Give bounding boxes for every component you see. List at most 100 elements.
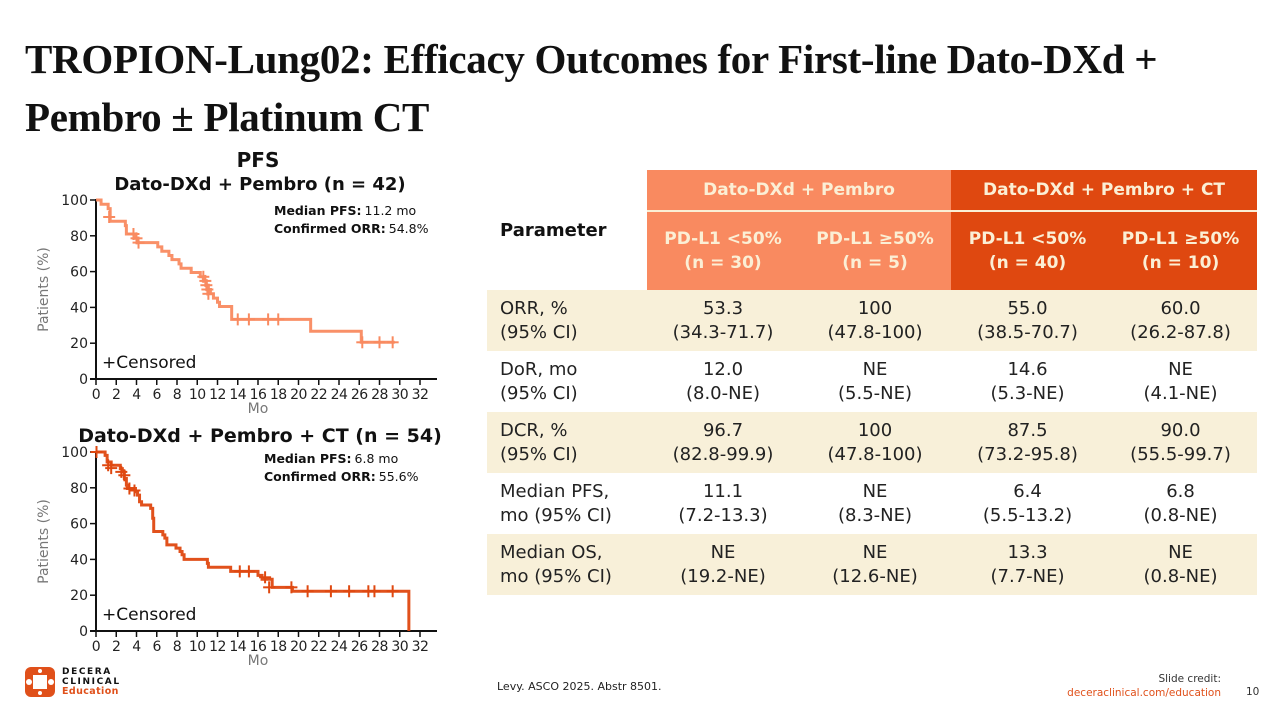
y-tick-label: 60 (70, 517, 88, 533)
table-cell: NE (8.3-NE) (799, 473, 951, 534)
censor-mark (373, 336, 386, 349)
cell-value: 90.0 (1160, 419, 1201, 441)
chart-annotation: Confirmed ORR: 55.6% (264, 469, 419, 484)
row-label: Median OS, mo (95% CI) (487, 534, 647, 595)
parameter-header: Parameter (487, 170, 647, 290)
x-tick-label: 18 (270, 639, 287, 655)
table-cell: 90.0 (55.5-99.7) (1104, 412, 1258, 473)
table-row: Median PFS, mo (95% CI) 11.1 (7.2-13.3) NE (8… (487, 473, 1257, 534)
table-cell: 87.5 (73.2-95.8) (951, 412, 1105, 473)
cell-value: 12.0 (702, 358, 744, 380)
cell-value: NE (862, 541, 888, 563)
cell-ci: (8.0-NE) (685, 382, 760, 404)
x-tick-label: 10 (189, 387, 206, 403)
table-cell: NE (5.5-NE) (799, 351, 951, 412)
x-axis-label: Mo (248, 653, 269, 669)
cell-value: 87.5 (1007, 419, 1048, 441)
x-tick-label: 4 (132, 387, 141, 403)
censor-mark (386, 336, 399, 349)
y-tick-label: 20 (70, 336, 88, 352)
censor-mark (105, 462, 118, 475)
page-number: 10 (1246, 686, 1260, 698)
cell-ci: (38.5-70.7) (977, 321, 1078, 343)
km-chart-pembro-ct: Dato-DXd + Pembro + CT (n = 54) Median PF… (0, 420, 470, 674)
censor-mark (103, 211, 116, 224)
cell-ci: (4.1-NE) (1143, 382, 1218, 404)
x-tick-label: 4 (132, 639, 141, 655)
censor-mark (202, 287, 215, 300)
cell-ci: (8.3-NE) (838, 504, 913, 526)
x-tick-label: 20 (290, 639, 307, 655)
subgroup-pdl1: PD-L1 ≥50% (816, 229, 934, 249)
logo-line-1: DECERA (62, 667, 112, 677)
x-tick-label: 26 (351, 387, 368, 403)
subgroup-pdl1: PD-L1 <50% (968, 229, 1087, 249)
table-row: Median OS, mo (95% CI) NE (19.2-NE) NE (12.6-… (487, 534, 1258, 595)
annotation-label: Confirmed ORR: (264, 469, 376, 484)
table-cell: 55.0 (38.5-70.7) (951, 290, 1105, 351)
group-header-pembro: Dato-DXd + Pembro (647, 170, 952, 212)
row-label-line: (95% CI) (500, 321, 578, 343)
table-row: DoR, mo (95% CI) 12.0 (8.0-NE) NE (5.5-NE) 14.… (487, 351, 1257, 412)
x-tick-label: 6 (153, 639, 162, 655)
x-tick-label: 0 (92, 639, 100, 655)
cell-ci: (19.2-NE) (680, 565, 766, 587)
row-label-line: Median PFS, (500, 480, 610, 502)
cell-value: NE (862, 358, 888, 380)
x-tick-label: 14 (229, 639, 246, 655)
subgroup-header: PD-L1 <50% (n = 40) (951, 211, 1105, 290)
subgroup-header: PD-L1 <50% (n = 30) (647, 211, 799, 290)
table-cell: NE (19.2-NE) (647, 534, 799, 595)
censor-mark (386, 585, 399, 598)
censored-legend: +Censored (102, 353, 196, 373)
censor-mark (272, 313, 285, 326)
subgroup-header: PD-L1 ≥50% (n = 5) (799, 211, 952, 290)
y-tick-label: 0 (79, 372, 88, 388)
y-tick-label: 100 (61, 445, 88, 461)
row-label: ORR, % (95% CI) (487, 290, 647, 351)
censor-mark (231, 313, 244, 326)
cell-ci: (55.5-99.7) (1130, 443, 1231, 465)
censor-mark (118, 469, 131, 482)
cell-value: 53.3 (702, 297, 744, 319)
x-tick-label: 28 (371, 387, 388, 403)
annotation-value: 6.8 mo (355, 451, 399, 466)
x-tick-label: 0 (92, 387, 100, 403)
cell-value: 100 (857, 419, 893, 441)
annotation-value: 54.8% (389, 221, 429, 236)
x-tick-label: 32 (412, 639, 429, 655)
cell-ci: (12.6-NE) (832, 565, 918, 587)
annotation-label: Median PFS: (274, 203, 362, 218)
subgroup-n: (n = 30) (684, 253, 762, 273)
efficacy-table: Parameter Dato-DXd + Pembro Dato-DXd + P… (487, 170, 1258, 595)
row-label-line: (95% CI) (500, 382, 578, 404)
censor-mark (128, 484, 141, 497)
cell-ci: (0.8-NE) (1143, 565, 1218, 587)
table-row: ORR, % (95% CI) 53.3 (34.3-71.7) 100 (47.8-10… (487, 290, 1258, 351)
table-cell: 100 (47.8-100) (799, 412, 952, 473)
km-chart-pembro-ct-svg: Dato-DXd + Pembro + CT (n = 54) Median PF… (36, 425, 442, 669)
censor-mark (259, 571, 272, 584)
table-cell: 11.1 (7.2-13.3) (647, 473, 799, 534)
chart-annotation: Median PFS: 6.8 mo (264, 451, 398, 466)
censor-mark (132, 236, 145, 249)
x-tick-label: 12 (209, 639, 226, 655)
table-cell: 14.6 (5.3-NE) (951, 351, 1104, 412)
cell-ci: (5.5-NE) (838, 382, 913, 404)
chart-title: Dato-DXd + Pembro (n = 42) (114, 174, 405, 195)
section-title: PFS (237, 148, 280, 172)
credit-link[interactable]: deceraclinical.com/education (1067, 687, 1221, 699)
y-axis-label: Patients (%) (36, 247, 52, 332)
censor-mark (242, 565, 255, 578)
cell-ci: (47.8-100) (827, 321, 923, 343)
group-header-pembro-ct: Dato-DXd + Pembro + CT (951, 170, 1258, 212)
x-tick-label: 16 (250, 387, 267, 403)
row-label: DCR, % (95% CI) (487, 412, 647, 473)
x-tick-label: 18 (270, 387, 287, 403)
table-cell: 100 (47.8-100) (799, 290, 952, 351)
chart-annotation: Confirmed ORR: 54.8% (274, 221, 429, 236)
cell-value: NE (710, 541, 736, 563)
cell-ci: (5.3-NE) (990, 382, 1065, 404)
table-cell: NE (12.6-NE) (799, 534, 952, 595)
subgroup-n: (n = 40) (988, 253, 1067, 273)
